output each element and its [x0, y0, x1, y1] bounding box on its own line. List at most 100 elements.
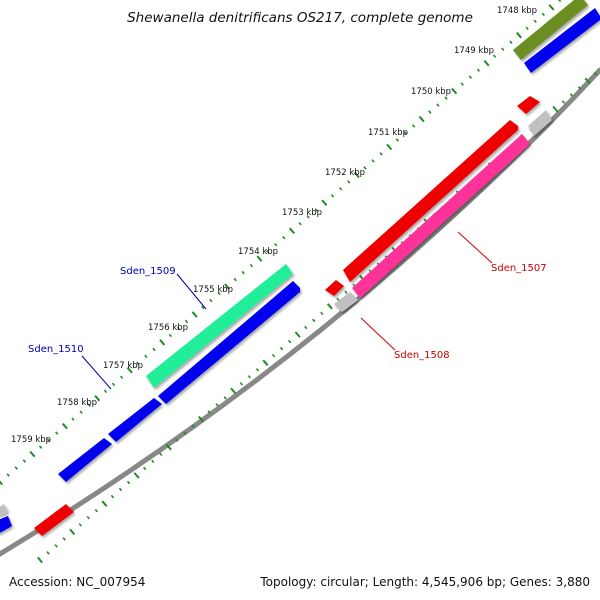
tick-mark	[142, 466, 147, 471]
gene-label-sden-1510[interactable]: Sden_1510	[28, 344, 84, 355]
tick-mark	[133, 472, 140, 479]
tick-mark	[69, 528, 76, 536]
tick-mark	[395, 138, 400, 142]
tick-mark	[294, 331, 301, 338]
tick-mark	[274, 242, 278, 247]
tick-mark	[55, 431, 59, 435]
leader-line-sden-1509	[176, 273, 207, 310]
tick-mark	[561, 100, 566, 104]
tick-mark	[558, 0, 562, 3]
blue-gene-feature-top[interactable]	[524, 8, 600, 73]
tick-mark	[552, 105, 559, 113]
tick-mark	[338, 187, 343, 191]
tick-mark	[38, 445, 43, 449]
tick-mark	[239, 382, 244, 386]
tick-label: 1751 kbp	[368, 128, 408, 138]
tick-mark	[110, 494, 115, 499]
tick-label: 1748 kbp	[497, 6, 537, 16]
blue-gene-feature-low[interactable]	[58, 438, 112, 482]
tick-mark	[271, 353, 276, 358]
tick-mark	[371, 159, 375, 163]
tick-mark	[152, 347, 156, 352]
tick-label: 1759 kbp	[11, 435, 51, 445]
blue-gene-feature-edge[interactable]	[0, 516, 12, 534]
tick-mark	[304, 325, 308, 330]
tick-mark	[126, 367, 133, 374]
tick-mark	[159, 339, 166, 346]
tick-mark	[54, 544, 58, 548]
tick-mark	[321, 199, 328, 207]
tick-mark	[306, 214, 310, 219]
map-title: Shewanella denitrificans OS217, complete…	[127, 10, 473, 26]
tick-mark	[501, 47, 505, 51]
tick-mark	[533, 19, 537, 24]
tick-mark	[468, 75, 473, 79]
tick-mark	[126, 480, 131, 485]
tick-mark	[451, 87, 458, 95]
gene-label-sden-1509[interactable]: Sden_1509	[120, 266, 176, 277]
tick-mark	[94, 508, 99, 513]
gene-sden-1510[interactable]	[158, 281, 300, 404]
tick-label: 1753 kbp	[282, 208, 322, 218]
tick-mark	[548, 4, 555, 11]
tick-mark	[509, 40, 513, 45]
tick-mark	[344, 290, 348, 295]
gene-sden-1509[interactable]	[146, 264, 293, 388]
tick-mark	[577, 86, 582, 90]
tick-mark	[230, 387, 237, 395]
tick-mark	[279, 346, 284, 351]
tick-mark	[262, 359, 269, 366]
red-gene-feature-top[interactable]	[517, 96, 540, 114]
tick-mark	[386, 143, 393, 151]
tick-mark	[61, 422, 68, 430]
tick-mark	[363, 166, 367, 170]
tick-mark	[436, 103, 440, 107]
gene-sden-1507[interactable]	[352, 134, 530, 298]
tick-mark	[287, 339, 292, 344]
tick-mark	[411, 124, 416, 128]
tick-label: 1749 kbp	[454, 46, 494, 56]
gray-gene-feature-mid[interactable]	[334, 292, 358, 312]
gray-gene-feature-edge[interactable]	[0, 504, 8, 516]
tick-mark	[22, 459, 27, 463]
tick-mark	[444, 96, 448, 100]
gene-sden-1508[interactable]	[325, 280, 344, 296]
tick-label: 1756 kbp	[148, 323, 188, 333]
tick-mark	[256, 255, 263, 262]
tick-mark	[144, 354, 148, 359]
gene-label-sden-1508[interactable]: Sden_1508	[394, 350, 450, 361]
olive-gene-feature[interactable]	[513, 0, 588, 60]
tick-mark	[569, 93, 574, 97]
red-gene-feature-low[interactable]	[34, 504, 74, 536]
red-gene-feature-long[interactable]	[343, 120, 518, 282]
tick-mark	[247, 375, 252, 379]
tick-mark	[191, 424, 195, 428]
tick-label: 1758 kbp	[57, 398, 97, 408]
tick-mark	[62, 537, 66, 541]
tick-mark	[168, 333, 172, 338]
leader-line-sden-1508	[360, 317, 396, 351]
tick-mark	[136, 361, 140, 366]
tick-mark	[87, 403, 91, 407]
blue-gene-feature-mid[interactable]	[108, 398, 162, 442]
tick-mark	[312, 318, 316, 323]
tick-mark	[265, 249, 270, 254]
tick-mark	[282, 235, 286, 240]
tick-mark	[330, 194, 335, 198]
tick-mark	[320, 311, 324, 316]
gray-gene-feature-top[interactable]	[528, 110, 552, 136]
tick-mark	[418, 115, 425, 123]
tick-mark	[249, 263, 254, 268]
leader-line-sden-1507	[457, 231, 493, 264]
tick-mark	[101, 500, 108, 507]
tick-mark	[353, 171, 360, 179]
tick-mark	[86, 515, 91, 520]
tick-mark	[347, 180, 351, 184]
reverse-strand-features	[34, 96, 552, 536]
tick-mark	[223, 396, 227, 400]
tick-mark	[118, 487, 123, 492]
tick-mark	[428, 110, 432, 114]
tick-mark	[217, 291, 221, 296]
tick-mark	[183, 431, 187, 435]
gene-label-sden-1507[interactable]: Sden_1507	[491, 263, 547, 274]
